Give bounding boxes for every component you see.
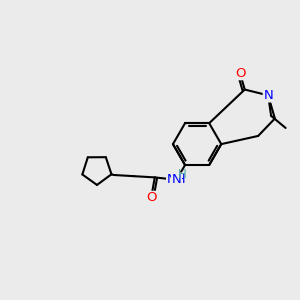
Text: N: N [172, 173, 182, 186]
Text: H: H [177, 168, 186, 181]
Text: NH: NH [167, 173, 186, 186]
Text: N: N [263, 89, 273, 102]
Text: O: O [146, 191, 156, 204]
Text: O: O [235, 67, 245, 80]
